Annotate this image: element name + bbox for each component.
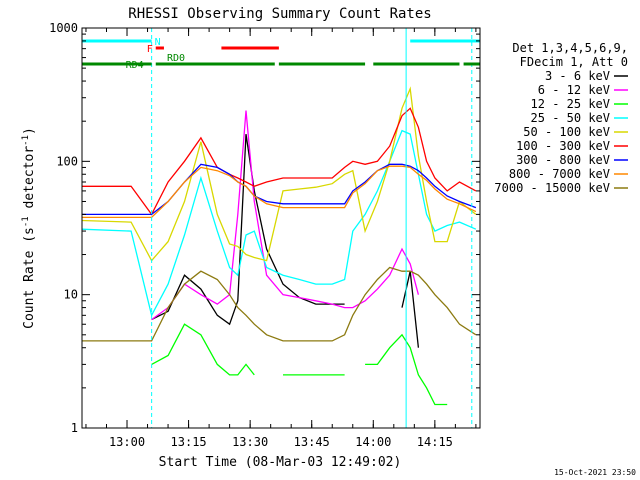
flag-label-n: N [155,37,161,48]
series-line-4 [81,129,477,318]
y-tick-label: 1 [71,421,78,435]
series-line-7 [81,163,477,216]
x-axis-ticks: 13:00 13:15 13:30 13:45 14:00 14:15 [85,28,477,449]
series-line-1 [151,134,345,326]
legend-label: 3 - 6 keV [545,69,610,83]
y-tick-label: 10 [64,288,78,302]
x-tick-label: 13:45 [294,435,330,449]
series-line-2 [151,110,420,321]
legend-label: 6 - 12 keV [538,83,610,97]
y-axis-ticks: 1 10 100 1000 [49,21,480,435]
legend-header-line-1: Det 1,3,4,5,6,9, [512,41,628,55]
legend-label: 50 - 100 keV [523,125,610,139]
series-line-8 [81,165,477,219]
x-axis-label: Start Time (08-Mar-03 12:49:02) [159,455,402,470]
y-tick-label: 1000 [49,21,78,35]
flag-label-rd0: RD0 [167,53,185,64]
legend: Det 1,3,4,5,6,9, FDecim 1, Att 0 3 - 6 k… [494,41,628,195]
flag-label-rd4: RD4 [126,60,144,71]
generation-timestamp: 15-Oct-2021 23:50 [554,468,636,477]
legend-label: 100 - 300 keV [516,139,610,153]
series-line-6 [81,107,477,216]
x-tick-label: 14:15 [417,435,453,449]
flag-label-f: F [147,44,153,55]
legend-label: 25 - 50 keV [531,111,610,125]
legend-label: 300 - 800 keV [516,153,610,167]
x-tick-label: 13:00 [109,435,145,449]
legend-label: 7000 - 15000 keV [494,181,610,195]
series-line-3 [365,333,448,406]
series-line-9 [81,266,477,342]
series-line-3 [151,323,255,376]
x-tick-label: 13:15 [171,435,207,449]
legend-label: 12 - 25 keV [531,97,610,111]
series-line-1 [401,271,420,348]
y-tick-label: 100 [56,154,78,168]
x-tick-label: 14:00 [355,435,391,449]
legend-header-line-2: FDecim 1, Att 0 [520,55,628,69]
x-tick-label: 13:30 [232,435,268,449]
vertical-marker-layer [151,28,473,428]
y-axis-label: Count Rate (s-1 detector-1) [21,127,37,329]
series-layer [81,86,477,406]
legend-label: 800 - 7000 keV [509,167,610,181]
series-line-5 [81,86,477,262]
plot-frame [81,27,481,429]
flag-layer: NF RD0 RD4 [81,37,480,71]
chart-title: RHESSI Observing Summary Count Rates [128,6,431,22]
